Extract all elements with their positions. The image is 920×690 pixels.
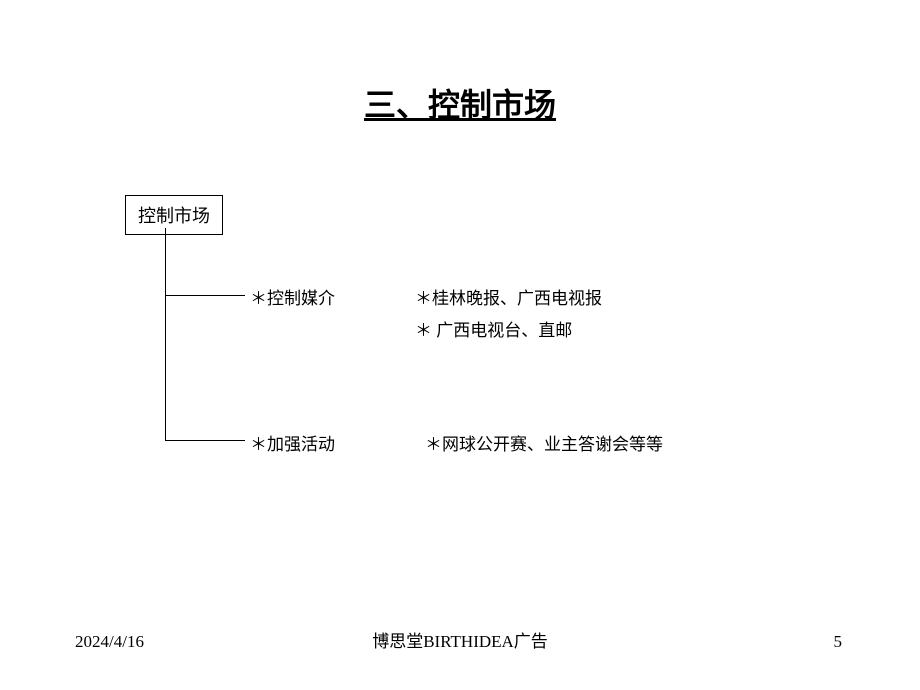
connector-horizontal-1 — [165, 295, 245, 296]
footer-page-number: 5 — [834, 632, 843, 652]
connector-vertical — [165, 228, 166, 441]
footer-center: 博思堂BIRTHIDEA广告 — [372, 627, 548, 652]
footer-date: 2024/4/16 — [75, 632, 144, 652]
connector-horizontal-2 — [165, 440, 245, 441]
branch-2-detail: ＊网球公开赛、业主答谢会等等 — [425, 430, 663, 455]
branch-1-detail-a: ＊桂林晚报、广西电视报 — [415, 284, 602, 309]
branch-1-label: ＊控制媒介 — [250, 284, 335, 309]
branch-1-detail-b: ＊ 广西电视台、直邮 — [415, 316, 572, 341]
root-node: 控制市场 — [125, 195, 223, 235]
slide-title: 三、控制市场 — [364, 80, 556, 126]
branch-2-label: ＊加强活动 — [250, 430, 335, 455]
